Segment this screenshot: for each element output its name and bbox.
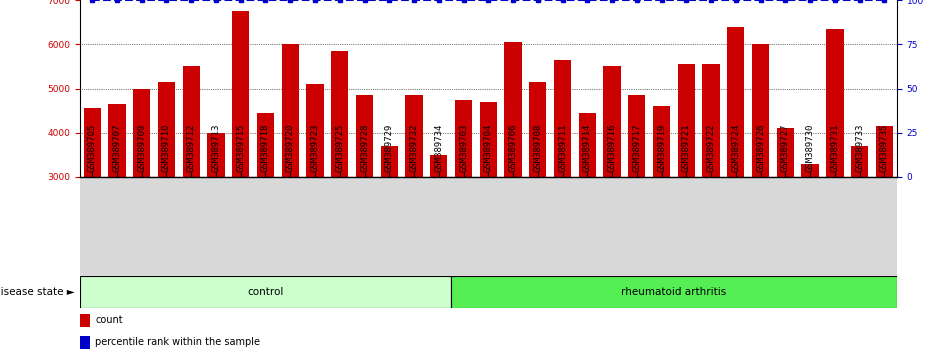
Bar [158,82,176,310]
Bar [752,44,769,310]
Bar [331,51,348,310]
Text: count: count [96,315,123,325]
Text: rheumatoid arthritis: rheumatoid arthritis [622,287,727,297]
Bar [480,102,497,310]
Bar [80,276,451,308]
Bar [257,113,274,310]
Text: control: control [247,287,284,297]
Bar [851,146,869,310]
Bar [530,82,546,310]
Bar [578,113,596,310]
Bar [80,336,90,349]
Bar [454,99,472,310]
Bar [282,44,299,310]
Bar [777,129,794,310]
Bar [702,64,720,310]
Text: disease state ►: disease state ► [0,287,75,297]
Bar [84,108,100,310]
Bar [826,29,843,310]
Bar [554,60,571,310]
Bar [356,95,373,310]
Bar [80,314,90,327]
Bar [208,133,224,310]
Bar [232,11,250,310]
Bar [182,67,200,310]
Bar [876,126,893,310]
Bar [108,104,126,310]
Bar [451,276,897,308]
Bar [504,42,522,310]
Bar [678,64,695,310]
Bar [430,155,448,310]
Bar [727,27,745,310]
Bar [380,146,398,310]
Bar [628,95,645,310]
Bar [306,84,324,310]
Bar [802,164,819,310]
Bar [406,95,423,310]
Bar [604,67,621,310]
Text: percentile rank within the sample: percentile rank within the sample [96,337,260,348]
Bar [133,88,150,310]
Bar [653,106,670,310]
